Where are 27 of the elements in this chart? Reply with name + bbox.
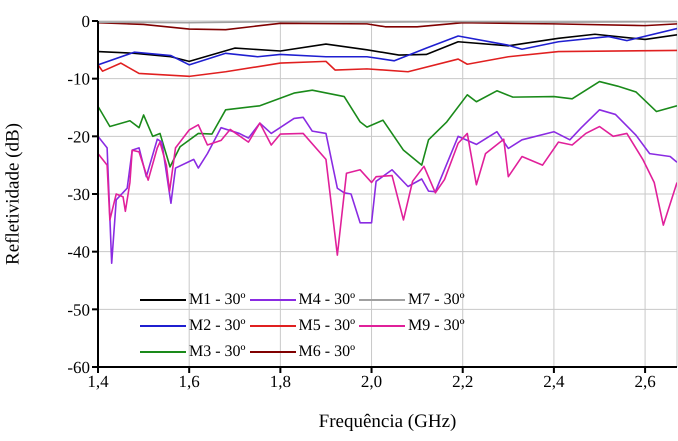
y-tick-label: -30 <box>67 185 90 204</box>
line-series <box>98 80 677 168</box>
x-tick-label: 1,8 <box>270 372 291 392</box>
legend-label: M1 - 30º <box>189 291 246 309</box>
x-axis-title: Frequência (GHz) <box>318 411 456 432</box>
legend-label: M4 - 30º <box>298 291 356 309</box>
legend-label: M9 - 30º <box>408 317 465 335</box>
legend-label: M3 - 30º <box>189 343 246 361</box>
x-tick-label: 1,4 <box>87 372 110 392</box>
y-tick-label: -50 <box>67 300 90 320</box>
line-series <box>98 28 677 66</box>
legend-label: M7 - 30º <box>408 291 465 309</box>
y-tick-label: -40 <box>67 242 90 262</box>
line-series <box>98 50 677 78</box>
x-tick-label: 2,4 <box>543 372 566 392</box>
legend-label: M2 - 30º <box>189 317 246 335</box>
legend-label: M6 - 30º <box>298 343 356 361</box>
y-tick-label: -10 <box>67 70 90 89</box>
x-tick-label: 2,0 <box>360 372 382 392</box>
x-tick-label: 2,2 <box>452 372 474 392</box>
legend-label: M5 - 30º <box>298 317 356 335</box>
y-tick-label: 0 <box>82 12 90 32</box>
y-tick-label: -20 <box>67 127 90 146</box>
y-tick-label: -60 <box>67 358 90 378</box>
x-tick-label: 2,6 <box>634 372 656 392</box>
y-axis-title: Refletividade (dB) <box>2 123 24 265</box>
x-tick-label: 1,6 <box>178 372 200 392</box>
